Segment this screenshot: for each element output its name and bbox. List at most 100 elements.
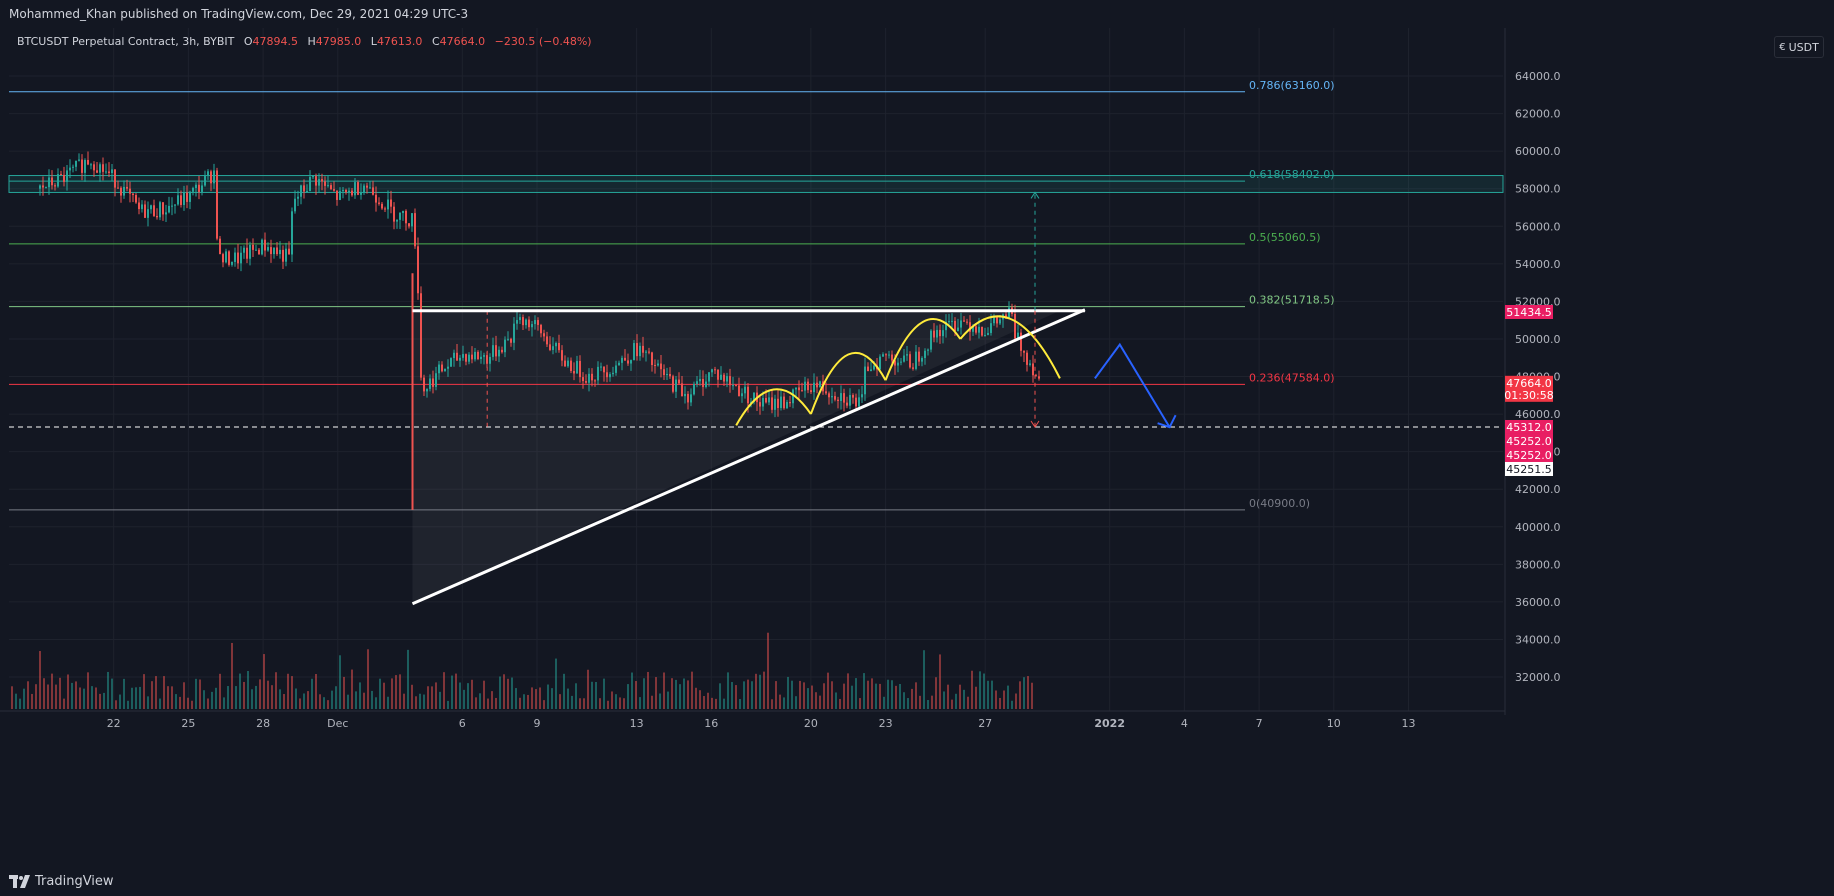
candle-body bbox=[849, 395, 851, 406]
candle-body bbox=[987, 332, 989, 335]
volume-bar bbox=[1015, 693, 1017, 709]
candle-body bbox=[477, 351, 479, 360]
candle-body bbox=[789, 402, 791, 404]
y-tick-label: 60000.0 bbox=[1515, 145, 1561, 158]
candle-body bbox=[810, 390, 812, 393]
candle-body bbox=[984, 334, 986, 336]
volume-bar bbox=[979, 671, 981, 709]
candle-body bbox=[588, 373, 590, 383]
volume-bar bbox=[639, 697, 641, 709]
candle-body bbox=[726, 376, 728, 382]
candle-body bbox=[264, 239, 266, 251]
candle-body bbox=[546, 336, 548, 345]
candle-body bbox=[561, 350, 563, 361]
x-tick-label: 28 bbox=[256, 717, 270, 730]
candle-body bbox=[357, 182, 359, 195]
volume-bar bbox=[235, 686, 237, 709]
volume-bar bbox=[347, 694, 349, 709]
x-tick-label: 16 bbox=[704, 717, 718, 730]
price-chart[interactable]: 64000.0 62000.0 60000.0 58000.0 56000.0 54000… bbox=[0, 28, 1834, 867]
candle-body bbox=[483, 355, 485, 357]
volume-bar bbox=[443, 672, 445, 709]
candle-body bbox=[291, 211, 293, 255]
candle-body bbox=[297, 196, 299, 199]
candle-body bbox=[897, 362, 899, 366]
candle-body bbox=[282, 249, 284, 262]
candle-body bbox=[252, 244, 254, 250]
volume-bar bbox=[411, 684, 413, 709]
candle-body bbox=[855, 397, 857, 407]
volume-bar bbox=[663, 672, 665, 709]
volume-bar bbox=[791, 680, 793, 709]
volume-bar bbox=[1027, 676, 1029, 709]
candle-body bbox=[90, 164, 92, 166]
x-tick-label: 25 bbox=[181, 717, 195, 730]
volume-bar bbox=[939, 654, 941, 709]
volume-bar bbox=[659, 693, 661, 709]
volume-bar bbox=[399, 674, 401, 709]
volume-bar bbox=[255, 685, 257, 709]
volume-bar bbox=[867, 680, 869, 709]
volume-bar bbox=[735, 685, 737, 709]
candle-body bbox=[192, 187, 194, 192]
candle-body bbox=[996, 316, 998, 324]
candle-body bbox=[693, 384, 695, 395]
volume-bar bbox=[743, 681, 745, 709]
volume-bar bbox=[1031, 682, 1033, 709]
volume-bar bbox=[987, 680, 989, 709]
volume-bar bbox=[935, 677, 937, 709]
candle-body bbox=[591, 373, 593, 381]
x-tick-label: Dec bbox=[327, 717, 348, 730]
volume-bar bbox=[963, 689, 965, 709]
volume-bar bbox=[263, 654, 265, 709]
candle-body bbox=[66, 170, 68, 182]
volume-bar bbox=[575, 683, 577, 709]
chart-area[interactable]: 64000.0 62000.0 60000.0 58000.0 56000.0 54000… bbox=[0, 28, 1834, 867]
candle-body bbox=[159, 202, 161, 218]
candle-body bbox=[966, 321, 968, 323]
candle-body bbox=[330, 185, 332, 190]
volume-bar bbox=[15, 693, 17, 709]
volume-bar bbox=[327, 700, 329, 709]
volume-bar bbox=[607, 700, 609, 709]
volume-bar bbox=[991, 680, 993, 709]
candle-body bbox=[519, 317, 521, 321]
candle-body bbox=[417, 246, 419, 294]
volume-bar bbox=[31, 693, 33, 709]
candle-body bbox=[858, 397, 860, 407]
candle-body bbox=[912, 367, 914, 369]
volume-bar bbox=[859, 698, 861, 709]
candle-body bbox=[75, 160, 77, 167]
currency-scale-button[interactable]: € USDT bbox=[1774, 36, 1824, 58]
volume-bar bbox=[1003, 690, 1005, 709]
candle-body bbox=[276, 247, 278, 255]
candle-body bbox=[951, 320, 953, 322]
volume-bar bbox=[983, 673, 985, 709]
candle-body bbox=[819, 381, 821, 388]
y-tick-label: 46000.0 bbox=[1515, 408, 1561, 421]
candle-body bbox=[198, 184, 200, 192]
volume-bar bbox=[211, 691, 213, 709]
volume-bar bbox=[635, 681, 637, 709]
volume-bar bbox=[795, 696, 797, 709]
candle-body bbox=[888, 354, 890, 356]
volume-bar bbox=[99, 693, 101, 709]
candle-body bbox=[696, 381, 698, 385]
candle-body bbox=[123, 186, 125, 196]
candle-body bbox=[711, 369, 713, 373]
volume-bar bbox=[503, 674, 505, 709]
volume-bar bbox=[623, 698, 625, 709]
candle-body bbox=[621, 357, 623, 363]
volume-bar bbox=[651, 695, 653, 709]
volume-bar bbox=[499, 676, 501, 709]
candle-body bbox=[63, 174, 65, 182]
candle-body bbox=[675, 379, 677, 392]
volume-bar bbox=[619, 697, 621, 709]
y-tick-label: 58000.0 bbox=[1515, 183, 1561, 196]
fib-label: 0.618(58402.0) bbox=[1249, 168, 1335, 181]
candle-body bbox=[258, 249, 260, 255]
candle-body bbox=[597, 366, 599, 381]
candle-body bbox=[594, 380, 596, 382]
tradingview-logo[interactable]: TradingView bbox=[9, 872, 114, 890]
candle-body bbox=[402, 210, 404, 213]
